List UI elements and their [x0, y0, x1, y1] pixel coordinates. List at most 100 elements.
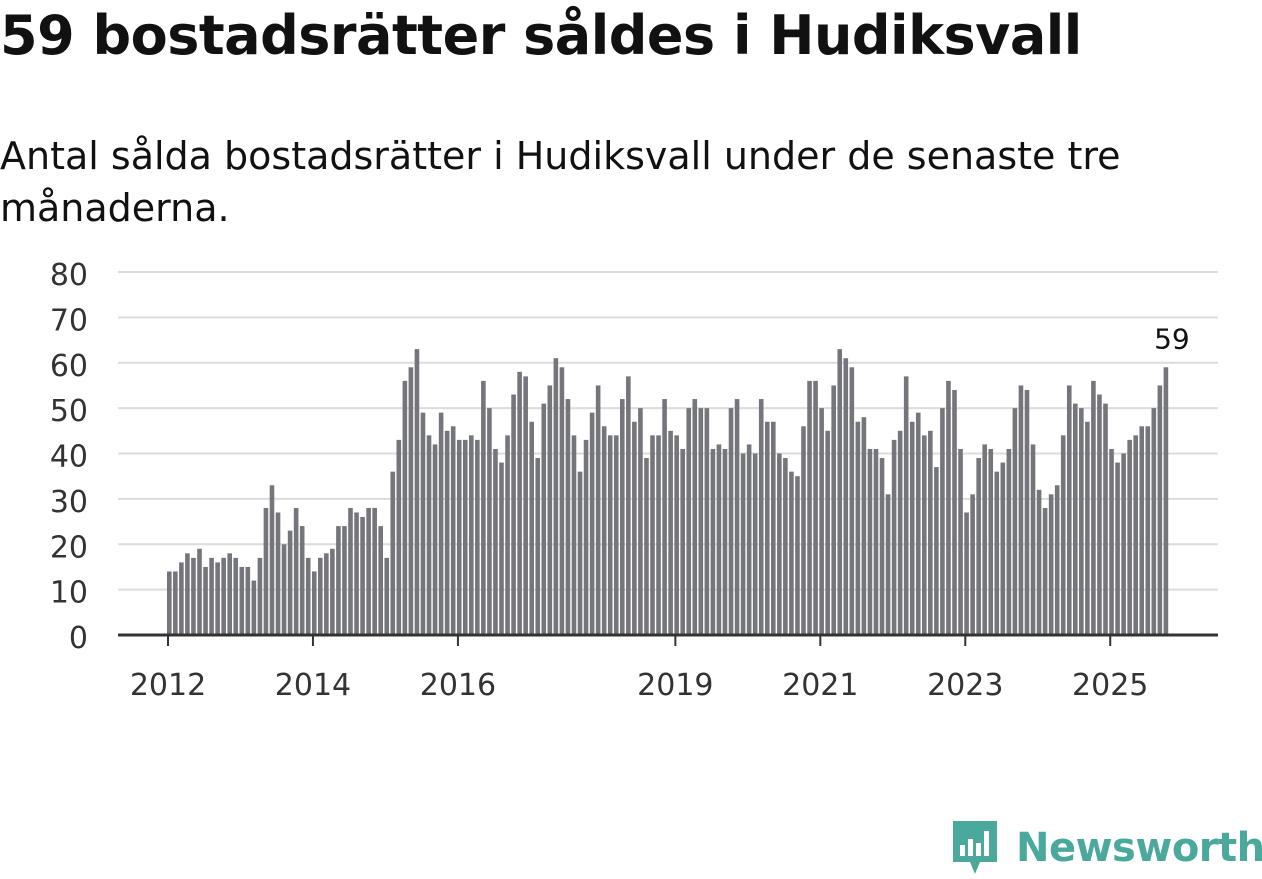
bar	[1109, 448, 1114, 635]
bar	[438, 412, 444, 635]
x-tick-label: 2014	[275, 668, 351, 703]
bar	[299, 526, 305, 635]
bar	[692, 399, 698, 635]
bar	[408, 367, 414, 635]
bar	[970, 494, 975, 635]
bar	[360, 517, 365, 635]
bar	[354, 512, 359, 635]
bar	[1054, 485, 1060, 635]
bar	[650, 435, 655, 635]
bar	[813, 380, 818, 635]
bar	[982, 444, 987, 635]
bar	[1097, 394, 1102, 635]
bar	[1006, 448, 1012, 635]
bar	[221, 557, 226, 635]
bar	[795, 476, 800, 635]
bar	[716, 444, 722, 635]
bar	[994, 471, 1000, 635]
bar	[952, 389, 957, 635]
bar	[481, 380, 486, 635]
bar	[589, 412, 595, 635]
y-tick-label: 10	[50, 576, 88, 611]
y-tick-label: 30	[50, 485, 88, 520]
bar	[396, 439, 402, 635]
bar	[680, 448, 685, 635]
bar	[613, 435, 619, 635]
bar	[432, 444, 438, 635]
bar	[620, 399, 625, 635]
y-tick-label: 0	[69, 621, 88, 656]
bar	[909, 421, 915, 635]
bar	[402, 380, 408, 635]
bar	[1157, 385, 1163, 635]
bar	[233, 557, 239, 635]
bar	[305, 557, 311, 635]
bar	[686, 408, 692, 635]
bar	[505, 435, 510, 635]
bar	[740, 453, 746, 635]
bar	[523, 376, 528, 635]
bar	[318, 557, 323, 635]
bar	[185, 553, 190, 635]
annotations: 59	[1154, 322, 1190, 355]
bar	[1073, 403, 1078, 635]
bar	[215, 562, 220, 635]
bar	[281, 544, 287, 635]
bar	[837, 349, 843, 635]
bar	[462, 439, 468, 635]
bar	[928, 430, 933, 635]
bar	[1115, 462, 1120, 635]
bar	[179, 562, 184, 635]
bar	[324, 553, 329, 635]
y-tick-label: 80	[50, 258, 88, 293]
bar	[559, 367, 565, 635]
bar	[698, 408, 704, 635]
x-tick-label: 2023	[927, 668, 1003, 703]
bar	[946, 380, 951, 635]
bar	[1048, 494, 1054, 635]
bar	[251, 580, 257, 635]
bar	[414, 349, 420, 635]
bar	[638, 408, 643, 635]
brand-name: Newsworthy	[1016, 825, 1262, 871]
bar	[336, 526, 341, 635]
bar	[891, 439, 897, 635]
bar	[885, 494, 891, 635]
newsworthy-logo-icon	[953, 821, 997, 874]
bar	[378, 526, 383, 635]
bar	[1145, 426, 1151, 635]
bar	[1000, 462, 1006, 635]
y-tick-label: 70	[50, 303, 88, 338]
bar	[293, 507, 299, 635]
y-tick-label: 20	[50, 530, 88, 565]
bar	[1030, 444, 1036, 635]
bar	[988, 448, 994, 635]
bar	[197, 548, 202, 635]
bar	[807, 380, 812, 635]
bar	[626, 376, 631, 635]
highlight-value-label: 59	[1154, 322, 1190, 355]
bar	[855, 421, 861, 635]
bar	[789, 471, 794, 635]
bar	[662, 399, 667, 635]
bar	[595, 385, 601, 635]
bar	[771, 421, 776, 635]
bar	[668, 430, 673, 635]
y-tick-label: 40	[50, 440, 88, 475]
bar	[897, 430, 903, 635]
bar	[940, 408, 945, 635]
bar	[710, 448, 716, 635]
bar	[704, 408, 710, 635]
bar	[275, 512, 281, 635]
bar	[758, 399, 764, 635]
bar	[843, 358, 849, 635]
bar	[764, 421, 770, 635]
bar	[167, 571, 172, 635]
bar	[1133, 435, 1138, 635]
bar	[734, 399, 740, 635]
bar	[1091, 380, 1096, 635]
bar	[801, 426, 806, 635]
bar	[547, 385, 553, 635]
bar	[444, 430, 450, 635]
